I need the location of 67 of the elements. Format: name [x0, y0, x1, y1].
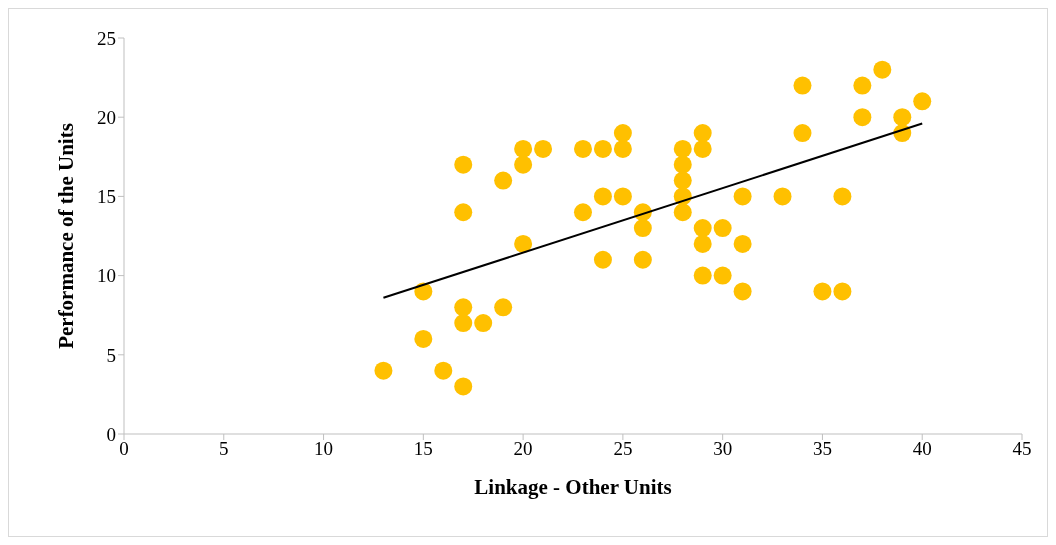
point	[514, 155, 533, 174]
point	[474, 314, 493, 333]
point	[833, 187, 852, 206]
point	[913, 92, 932, 111]
x-tick-label: 40	[912, 438, 932, 460]
point	[713, 219, 732, 238]
point	[454, 314, 473, 333]
point	[873, 60, 892, 79]
point	[454, 203, 473, 222]
point	[454, 155, 473, 174]
point	[494, 298, 513, 317]
point	[534, 139, 553, 158]
y-axis-title: Performance of the Units	[54, 123, 79, 349]
point	[773, 187, 792, 206]
point	[733, 234, 752, 253]
point	[673, 155, 692, 174]
point	[414, 329, 433, 348]
point	[693, 124, 712, 143]
x-axis-title: Linkage - Other Units	[474, 475, 672, 499]
x-tick-label: 30	[713, 438, 733, 460]
x-tick-label: 20	[513, 438, 533, 460]
point	[434, 361, 453, 380]
x-tick-label: 25	[613, 438, 633, 460]
point	[454, 298, 473, 317]
y-tick-label: 15	[97, 186, 116, 208]
point	[853, 108, 872, 127]
point	[893, 108, 912, 127]
point	[813, 282, 832, 301]
point	[593, 139, 612, 158]
point	[833, 282, 852, 301]
point	[514, 139, 533, 158]
point	[593, 250, 612, 269]
x-tick-label: 15	[413, 438, 433, 460]
y-tick-label: 25	[97, 27, 116, 49]
point	[693, 234, 712, 253]
point	[693, 266, 712, 285]
x-tick-label: 35	[812, 438, 832, 460]
point	[693, 139, 712, 158]
point	[514, 234, 533, 253]
point	[613, 124, 632, 143]
point	[793, 76, 812, 95]
point	[793, 124, 812, 143]
x-tick-label: 10	[314, 438, 334, 460]
point	[733, 282, 752, 301]
point	[613, 139, 632, 158]
x-tick-label: 45	[1012, 438, 1032, 460]
point	[673, 171, 692, 190]
point	[593, 187, 612, 206]
point	[633, 219, 652, 238]
point	[573, 139, 592, 158]
x-tick-label: 5	[219, 438, 229, 460]
point	[573, 203, 592, 222]
point	[693, 219, 712, 238]
point	[733, 187, 752, 206]
point	[633, 250, 652, 269]
y-tick-label: 20	[97, 106, 116, 128]
point	[673, 139, 692, 158]
point	[374, 361, 393, 380]
point	[454, 377, 473, 396]
y-tick-label: 5	[106, 344, 116, 366]
y-tick-label: 0	[106, 423, 116, 445]
point	[673, 203, 692, 222]
point	[713, 266, 732, 285]
point	[853, 76, 872, 95]
y-tick-label: 10	[97, 265, 116, 287]
point	[613, 187, 632, 206]
point	[494, 171, 513, 190]
